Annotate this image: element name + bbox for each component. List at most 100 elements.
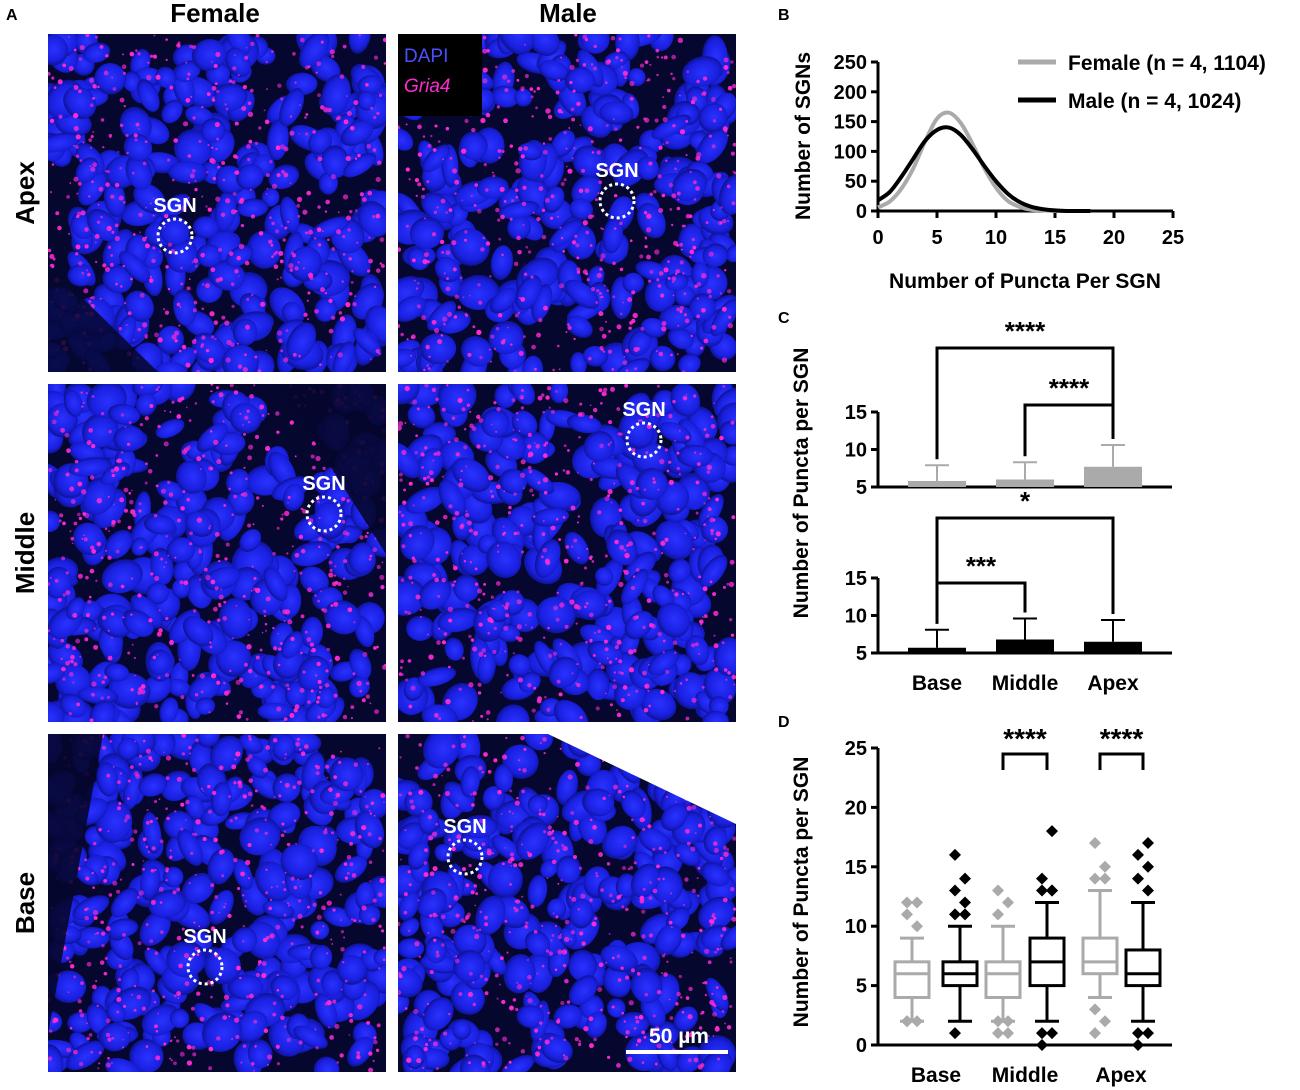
gria4-punctum [110,254,113,257]
gria4-punctum [466,388,470,392]
gria4-punctum [709,517,715,523]
gria4-punctum [564,624,569,629]
dapi-nucleus [425,936,447,964]
gria4-punctum [257,960,262,964]
gria4-punctum [465,314,469,318]
gria4-punctum [563,1055,569,1061]
scale-bar-label: 50 µm [649,1025,709,1048]
gria4-punctum [456,834,462,840]
gria4-punctum [418,789,424,795]
gria4-punctum [90,1050,93,1054]
gria4-punctum [647,34,651,38]
gria4-punctum [713,847,719,853]
gria4-punctum [434,124,438,128]
gria4-punctum [446,767,451,772]
gria4-punctum [679,129,686,135]
gria4-punctum [504,847,507,849]
gria4-punctum [518,146,523,152]
gria4-punctum [261,972,267,979]
gria4-punctum [346,871,350,875]
panel-b-x-tick-label: 20 [1103,227,1125,249]
gria4-punctum [480,247,485,252]
gria4-punctum [225,542,230,547]
gria4-punctum [516,590,520,594]
gria4-punctum [218,604,222,608]
gria4-punctum [266,88,268,91]
gria4-punctum [253,576,257,581]
gria4-punctum [719,292,722,295]
gria4-punctum [663,851,667,854]
dapi-nucleus [131,384,164,397]
gria4-punctum [590,140,594,144]
dapi-nucleus [399,917,420,937]
gria4-punctum [681,248,683,251]
gria4-punctum [441,640,446,645]
dapi-nucleus [212,83,248,111]
gria4-punctum [168,492,174,497]
gria4-punctum [279,641,283,645]
gria4-punctum [555,517,559,521]
gria4-punctum [660,689,665,695]
gria4-punctum [570,811,575,815]
gria4-punctum [174,556,177,559]
gria4-punctum [712,912,716,917]
tissue-edge [278,384,386,554]
gria4-punctum [458,687,462,691]
gria4-punctum [319,848,324,854]
gria4-punctum [608,932,611,935]
dapi-nucleus [72,895,110,920]
gria4-punctum [556,591,559,594]
gria4-punctum [194,873,197,876]
gria4-punctum [366,143,372,149]
dapi-nucleus [477,650,496,685]
gria4-punctum [316,695,321,700]
gria4-punctum [196,456,202,462]
gria4-punctum [192,768,196,773]
gria4-punctum [221,874,225,878]
gria4-punctum [291,545,294,548]
dapi-nucleus [487,600,511,623]
gria4-punctum [657,488,660,491]
gria4-punctum [679,260,684,265]
gria4-punctum [320,287,325,293]
gria4-punctum [369,554,373,558]
dapi-nucleus [257,702,295,721]
gria4-punctum [91,692,95,697]
gria4-punctum [88,138,93,142]
gria4-punctum [232,192,237,196]
gria4-punctum [514,800,520,806]
gria4-punctum [578,1040,582,1043]
gria4-punctum [571,240,577,245]
legend-entry-female: Female (n = 4, 1104) [1068,52,1266,75]
gria4-punctum [368,1067,374,1072]
gria4-punctum [482,35,487,40]
gria4-punctum [704,981,708,985]
gria4-punctum [638,419,641,422]
gria4-punctum [259,404,265,410]
box-body [1124,948,1162,988]
gria4-punctum [542,477,549,483]
gria4-punctum [458,992,463,996]
gria4-punctum [708,134,712,138]
gria4-punctum [473,204,477,207]
gria4-punctum [291,253,297,258]
gria4-punctum [140,689,146,695]
gria4-punctum [703,614,708,619]
gria4-punctum [670,72,673,76]
gria4-punctum [605,59,611,65]
gria4-punctum [98,186,104,192]
gria4-punctum [383,801,385,803]
gria4-punctum [547,114,553,120]
dapi-nucleus [631,967,663,1004]
dapi-nucleus [619,411,655,449]
gria4-punctum [159,250,162,253]
gria4-punctum [552,368,556,372]
gria4-punctum [88,595,92,599]
gria4-punctum [481,842,486,847]
gria4-punctum [172,178,175,182]
dapi-nucleus [301,751,325,792]
gria4-punctum [527,612,533,617]
gria4-punctum [415,594,421,600]
gria4-punctum [648,622,654,628]
gria4-punctum [318,516,321,520]
